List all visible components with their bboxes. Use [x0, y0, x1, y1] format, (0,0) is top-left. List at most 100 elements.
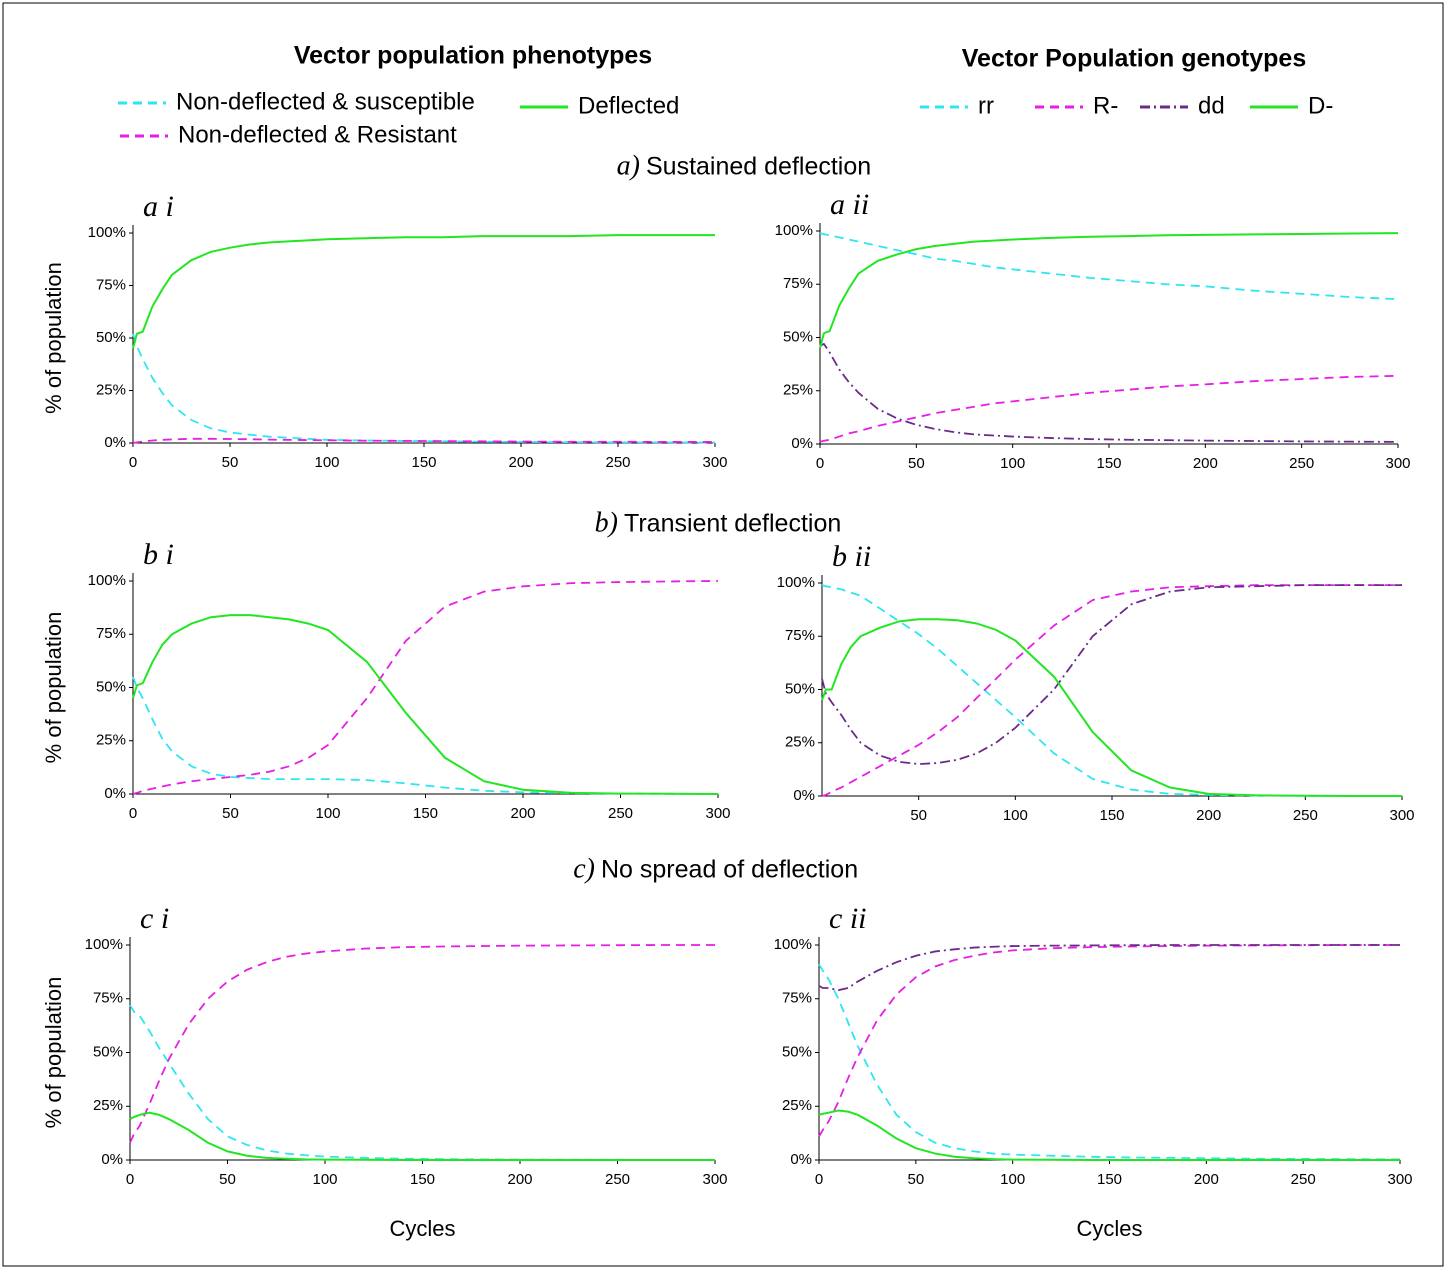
x-tick-label: 300 [1385, 455, 1410, 472]
x-tick-label: 50 [910, 807, 927, 824]
x-tick-label: 50 [219, 1171, 236, 1188]
legend-label: Non-deflected & Resistant [178, 121, 457, 148]
series-line [821, 584, 1402, 797]
y-tick-label: 25% [782, 1097, 812, 1114]
y-axis-label: % of population [41, 262, 66, 414]
section-letter: c) [573, 853, 595, 884]
legend-label: dd [1198, 92, 1225, 119]
y-tick-label: 0% [104, 434, 126, 451]
panel-title: b ii [832, 540, 871, 573]
x-tick-label: 250 [1293, 807, 1318, 824]
y-tick-label: 25% [783, 382, 813, 399]
series-line [819, 342, 1399, 443]
y-tick-label: 25% [96, 732, 126, 749]
x-axis-label: Cycles [1076, 1216, 1142, 1241]
x-tick-label: 100 [1000, 1171, 1025, 1188]
y-tick-label: 75% [96, 625, 126, 642]
panel-title: b i [143, 538, 174, 571]
series-line [819, 374, 1399, 443]
y-tick-label: 0% [101, 1151, 123, 1168]
series-line [821, 584, 1402, 797]
x-tick-label: 150 [411, 454, 436, 471]
y-tick-label: 25% [96, 381, 126, 398]
section-letter: a) [617, 150, 640, 181]
y-tick-label: 100% [88, 224, 126, 241]
x-tick-label: 250 [1291, 1171, 1316, 1188]
series-line [129, 1004, 715, 1161]
x-tick-label: 100 [315, 805, 340, 822]
x-tick-label: 300 [702, 1171, 727, 1188]
legend-title: Vector population phenotypes [294, 42, 652, 70]
y-tick-label: 50% [785, 680, 815, 697]
section-title: Sustained deflection [646, 153, 871, 181]
x-tick-label: 0 [129, 454, 137, 471]
x-tick-label: 250 [605, 1171, 630, 1188]
y-tick-label: 50% [96, 329, 126, 346]
panel-title: a i [143, 190, 174, 223]
y-tick-label: 0% [790, 1151, 812, 1168]
x-tick-label: 0 [815, 1171, 823, 1188]
x-axis-label: Cycles [389, 1216, 455, 1241]
x-tick-label: 100 [314, 454, 339, 471]
series-line [819, 232, 1399, 301]
series-line [132, 437, 715, 444]
x-tick-label: 50 [907, 1171, 924, 1188]
series-line [819, 232, 1399, 349]
series-line [132, 676, 719, 795]
series-line [132, 333, 716, 444]
legend-label: rr [978, 92, 994, 119]
x-tick-label: 200 [1196, 807, 1221, 824]
x-tick-label: 300 [1387, 1171, 1412, 1188]
y-tick-label: 100% [775, 222, 813, 239]
y-tick-label: 75% [782, 990, 812, 1007]
x-tick-label: 200 [510, 805, 535, 822]
legend-label: D- [1308, 92, 1333, 119]
y-tick-label: 50% [96, 678, 126, 695]
y-tick-label: 75% [785, 627, 815, 644]
x-tick-label: 250 [605, 454, 630, 471]
x-tick-label: 200 [508, 454, 533, 471]
y-tick-label: 50% [782, 1043, 812, 1060]
series-line [129, 944, 715, 1144]
series-line [821, 618, 1402, 797]
x-tick-label: 300 [1389, 807, 1414, 824]
legend-label: Deflected [578, 92, 679, 119]
section-title: Transient deflection [624, 510, 841, 538]
x-tick-label: 250 [1289, 455, 1314, 472]
y-tick-label: 100% [85, 936, 123, 953]
section-title: No spread of deflection [601, 856, 858, 884]
x-tick-label: 250 [608, 805, 633, 822]
y-axis-label: % of population [41, 612, 66, 764]
x-tick-label: 0 [129, 805, 137, 822]
series-line [821, 584, 1402, 765]
x-tick-label: 200 [1193, 455, 1218, 472]
series-line [818, 963, 1401, 1161]
x-tick-label: 200 [1194, 1171, 1219, 1188]
x-tick-label: 150 [413, 805, 438, 822]
legend-label: R- [1093, 92, 1118, 119]
series-line [129, 1111, 715, 1161]
x-tick-label: 50 [222, 805, 239, 822]
series-line [132, 580, 719, 795]
x-tick-label: 50 [222, 454, 239, 471]
series-line [132, 614, 719, 795]
x-tick-label: 100 [1003, 807, 1028, 824]
y-tick-label: 100% [774, 936, 812, 953]
y-tick-label: 0% [791, 435, 813, 452]
y-tick-label: 100% [88, 572, 126, 589]
legend-label: Non-deflected & susceptible [176, 88, 475, 115]
section-letter: b) [595, 507, 618, 538]
panel-title: c ii [829, 902, 867, 935]
y-tick-label: 25% [785, 734, 815, 751]
x-tick-label: 200 [507, 1171, 532, 1188]
x-tick-label: 100 [1000, 455, 1025, 472]
panel-title: a ii [830, 188, 869, 221]
x-tick-label: 50 [908, 455, 925, 472]
legend-title: Vector Population genotypes [962, 45, 1307, 73]
series-line [818, 944, 1400, 1137]
x-tick-label: 0 [816, 455, 824, 472]
y-tick-label: 25% [93, 1097, 123, 1114]
y-tick-label: 100% [777, 574, 815, 591]
